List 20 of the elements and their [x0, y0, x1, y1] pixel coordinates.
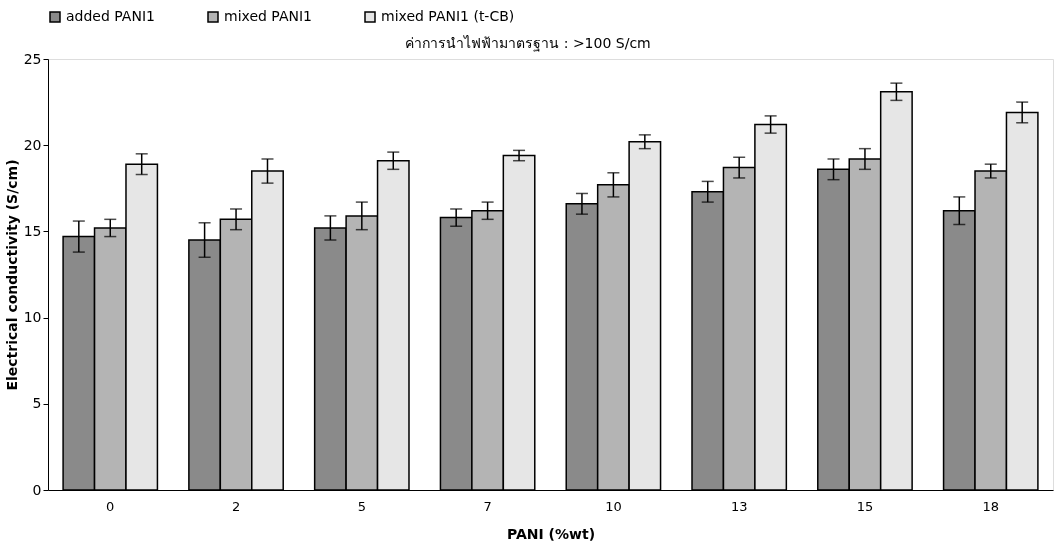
y-axis-title: Electrical conductivity (S/cm)	[3, 159, 20, 391]
x-tick-label: 13	[730, 498, 748, 514]
x-tick-label: 15	[856, 498, 874, 514]
y-tick-label: 15	[23, 222, 42, 239]
y-tick-label: 25	[23, 50, 42, 67]
y-tick-label: 5	[32, 395, 42, 412]
legend-label: mixed PANI1 (t-CB)	[381, 8, 515, 24]
x-axis-title: PANI (%wt)	[506, 525, 596, 542]
x-tick-label: 7	[483, 498, 492, 514]
legend-label: added PANI1	[66, 8, 155, 24]
y-tick-label: 10	[23, 309, 42, 326]
x-tick-label: 18	[982, 498, 1000, 514]
legend-label: mixed PANI1	[224, 8, 312, 24]
y-tick-label: 20	[23, 136, 42, 153]
x-tick-label: 2	[231, 498, 241, 514]
text: ค่าการนำไฟฟ้ามาตรฐาน : >100 S/cm	[405, 35, 651, 52]
x-tick-label: 5	[357, 498, 366, 514]
x-tick-label: 0	[106, 498, 115, 514]
x-tick-label: 10	[605, 498, 622, 514]
y-tick-label: 0	[32, 481, 42, 498]
